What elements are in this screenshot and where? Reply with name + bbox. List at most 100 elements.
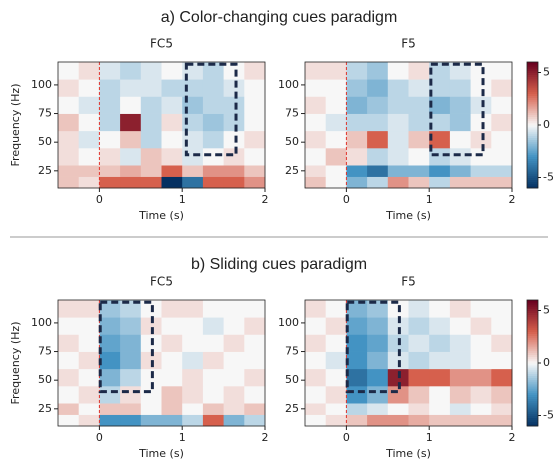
heatmap-cell <box>58 165 80 177</box>
heatmap-cell <box>387 113 409 132</box>
heatmap-cell <box>58 113 80 132</box>
heatmap-cell <box>223 113 245 132</box>
colorbar-segment <box>527 114 538 117</box>
heatmap-cell <box>491 165 513 177</box>
heatmap-cell <box>346 351 368 370</box>
heatmap-cell <box>161 317 183 335</box>
plot-frame <box>304 61 513 189</box>
heatmap-cell <box>346 300 368 318</box>
heatmap-cell <box>202 385 224 404</box>
heatmap-cell <box>223 165 245 177</box>
heatmap-cell <box>120 113 142 132</box>
colorbar-segment <box>527 350 538 353</box>
colorbar-segment <box>527 101 538 105</box>
heatmap-cell <box>99 403 121 415</box>
heatmap-cell <box>305 96 327 114</box>
colorbar-segment <box>527 300 538 303</box>
heatmap-cell <box>120 368 142 387</box>
y-tick-label: 100 <box>278 78 299 91</box>
heatmap-cell <box>120 130 142 149</box>
heatmap-cell <box>346 79 368 97</box>
heatmap-cell <box>78 130 100 149</box>
heatmap-cell <box>325 334 347 352</box>
heatmap-cell <box>78 300 100 318</box>
colorbar-segment <box>527 131 538 134</box>
heatmap-cell <box>120 147 142 166</box>
heatmap-cell <box>182 317 204 335</box>
heatmap-cell <box>325 351 347 370</box>
colorbar-segment <box>527 169 538 172</box>
heatmap-cell <box>182 351 204 370</box>
heatmap-cell <box>99 147 121 166</box>
colorbar-tick-label: 0 <box>543 118 550 131</box>
colorbar-segment <box>527 118 538 122</box>
heatmap-cell <box>367 385 389 404</box>
heatmap-cell <box>223 176 245 189</box>
heatmap-cell <box>120 334 142 352</box>
highlight-box <box>345 300 401 394</box>
heatmap-cell <box>387 176 409 189</box>
heatmap-cell <box>346 176 368 189</box>
heatmap-cell <box>470 403 492 415</box>
heatmap-cell <box>161 368 183 387</box>
heatmap-cell <box>408 147 430 166</box>
colorbar-segment <box>527 66 538 69</box>
heatmap-cell <box>305 334 327 352</box>
colorbar-tick-label: -5 <box>543 171 554 184</box>
heatmap-cell <box>161 96 183 114</box>
colorbar-segment <box>527 179 538 183</box>
heatmap-cell <box>429 96 451 114</box>
heatmap-cell <box>202 79 224 97</box>
heatmap-cell <box>346 147 368 166</box>
plot-frame <box>57 61 266 189</box>
heatmap-cell <box>161 79 183 97</box>
heatmap-cell <box>429 113 451 132</box>
heatmap-cell <box>58 403 80 415</box>
colorbar-segment <box>527 358 538 362</box>
heatmap-cell <box>325 147 347 166</box>
heatmap-cell <box>244 300 266 318</box>
heatmap-cell <box>367 351 389 370</box>
heatmap-cell <box>491 96 513 114</box>
heatmap-cell <box>78 385 100 404</box>
colorbar-segment <box>527 68 538 71</box>
colorbar-segment <box>527 354 538 358</box>
heatmap-cell <box>202 351 224 370</box>
colorbar-segment <box>527 402 538 406</box>
heatmap-cell <box>202 147 224 166</box>
heatmap-cell <box>429 79 451 97</box>
heatmap-cell <box>429 147 451 166</box>
heatmap-cell <box>429 62 451 80</box>
x-tick-label: 0 <box>343 193 350 206</box>
x-tick-label: 2 <box>509 431 516 444</box>
heatmap-cell <box>305 351 327 370</box>
heatmap-cell <box>408 113 430 132</box>
heatmap-cell <box>244 334 266 352</box>
x-tick-label: 1 <box>179 431 186 444</box>
y-tick-label: 50 <box>38 135 52 148</box>
heatmap-cell <box>182 334 204 352</box>
x-tick-label: 0 <box>343 431 350 444</box>
highlight-box <box>98 300 154 394</box>
colorbar-segment <box>527 327 538 330</box>
heatmap-cell <box>491 62 513 80</box>
heatmap-cell <box>346 334 368 352</box>
heatmap-cell <box>387 147 409 166</box>
heatmap-cell <box>470 317 492 335</box>
heatmap-cell <box>161 130 183 149</box>
y-tick-label: 100 <box>31 316 52 329</box>
heatmap-cell <box>387 317 409 335</box>
heatmap-cell <box>305 414 327 427</box>
colorbar-segment <box>527 335 538 339</box>
colorbar-segment <box>527 171 538 174</box>
colorbar-segment <box>527 346 538 349</box>
colorbar-segment <box>527 421 538 425</box>
heatmap-cell <box>244 385 266 404</box>
heatmap-cell <box>367 62 389 80</box>
panel-title: FC5 <box>150 37 173 51</box>
y-tick-label: 25 <box>285 402 299 415</box>
heatmap-cell <box>244 414 266 427</box>
heatmap-cell <box>305 113 327 132</box>
colorbar-segment <box>527 97 538 101</box>
y-axis-label: Frequency (Hz) <box>9 84 22 167</box>
